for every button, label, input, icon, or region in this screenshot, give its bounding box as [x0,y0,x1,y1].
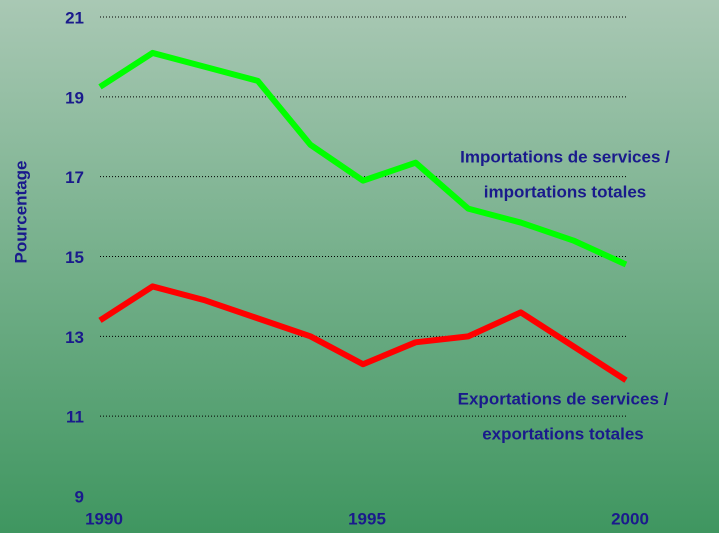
y-tick-label: 17 [65,168,84,187]
annotation: exportations totales [482,424,644,443]
x-tick-label: 1995 [348,509,386,528]
y-tick-label: 11 [66,408,84,427]
annotation: importations totales [484,182,646,201]
y-axis-label: Pourcentage [11,161,30,264]
annotation: Importations de services / [460,147,670,166]
y-tick-label: 19 [65,88,84,107]
y-tick-label: 9 [75,487,84,506]
y-tick-label: 15 [65,248,84,267]
x-tick-label: 2000 [611,509,649,528]
series-line [98,49,628,268]
y-tick-label: 21 [65,8,84,27]
y-tick-label: 13 [65,328,84,347]
annotation: Exportations de services / [458,389,669,408]
series-line [98,283,628,383]
x-tick-label: 1990 [85,509,123,528]
